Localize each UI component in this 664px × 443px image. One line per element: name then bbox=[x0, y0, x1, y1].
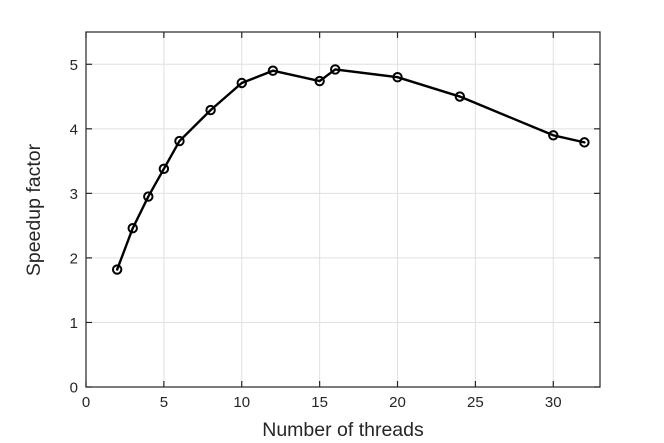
y-tick-label: 5 bbox=[70, 57, 78, 74]
x-tick-label: 25 bbox=[467, 394, 484, 411]
y-tick-label: 0 bbox=[70, 380, 78, 397]
data-point-marker bbox=[174, 135, 185, 147]
y-axis-label: Speedup factor bbox=[23, 143, 45, 277]
x-tick-label: 5 bbox=[160, 394, 168, 411]
data-point-marker bbox=[111, 264, 123, 275]
data-point-marker bbox=[330, 64, 341, 75]
y-tick-label: 3 bbox=[70, 186, 78, 203]
x-tick-label: 0 bbox=[82, 394, 90, 411]
data-point-marker bbox=[392, 71, 403, 83]
data-point-marker bbox=[143, 191, 154, 202]
data-point-marker bbox=[127, 223, 138, 234]
data-point-marker bbox=[236, 77, 247, 89]
y-tick-label: 4 bbox=[70, 121, 78, 138]
data-point-marker bbox=[314, 75, 325, 87]
x-tick-label: 10 bbox=[233, 394, 250, 411]
y-tick-label: 2 bbox=[70, 250, 78, 267]
x-tick-label: 30 bbox=[545, 394, 562, 411]
x-tick-label: 15 bbox=[311, 394, 328, 411]
data-point-marker bbox=[579, 137, 590, 148]
y-tick-label: 1 bbox=[70, 315, 78, 332]
data-point-marker bbox=[158, 163, 170, 175]
data-point-marker bbox=[205, 104, 216, 116]
plot-border bbox=[85, 31, 601, 388]
data-line bbox=[115, 68, 586, 271]
x-axis-label: Number of threads bbox=[262, 419, 424, 441]
data-point-marker bbox=[548, 130, 559, 141]
data-point-marker bbox=[267, 65, 279, 76]
x-tick-label: 20 bbox=[389, 394, 406, 411]
data-point-marker bbox=[454, 91, 466, 102]
